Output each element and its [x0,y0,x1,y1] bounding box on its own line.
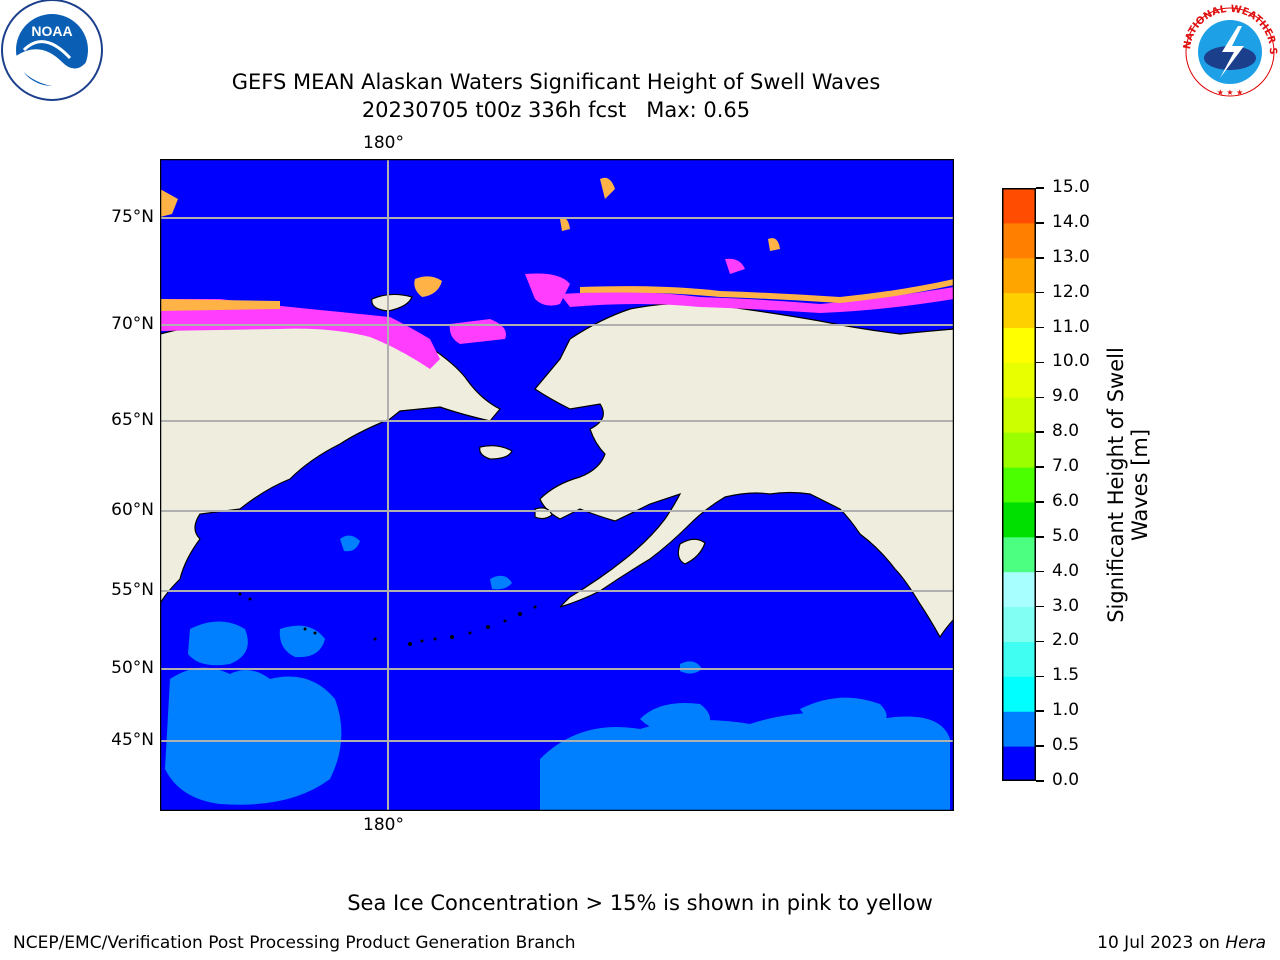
colorbar-tick-label: 15.0 [1052,177,1090,197]
colorbar-frame [1002,188,1036,781]
aleutian-islands [238,592,537,646]
colorbar-tick-label: 8.0 [1052,421,1080,442]
colorbar-tick-mark [1036,396,1044,399]
colorbar-tick-mark [1036,570,1044,573]
lat-label: 45°N [111,730,154,750]
colorbar-tick-mark [1036,536,1044,538]
colorbar-tick-label: 13.0 [1052,246,1090,267]
colorbar-segment [1002,501,1036,538]
colorbar-segment [1002,606,1036,642]
colorbar-tick-mark [1036,780,1044,782]
svg-text:★ ★ ★: ★ ★ ★ [1217,88,1244,97]
colorbar-tick-label: 4.0 [1052,560,1080,581]
colorbar-segment [1002,257,1036,294]
colorbar-segment [1002,746,1036,781]
colorbar-segment [1002,292,1036,329]
colorbar-tick-label: 7.0 [1052,456,1080,477]
noaa-logo: NOAA [1,0,103,101]
colorbar-tick-mark [1036,640,1044,643]
colorbar-tick-mark [1036,222,1044,224]
colorbar-tick-mark [1036,326,1044,329]
colorbar-tick-label: 0.5 [1052,735,1080,756]
land-alaska [534,302,954,639]
footer-host: Hera [1225,933,1266,953]
lat-label: 75°N [111,207,154,227]
land-wrangel-island [371,293,413,312]
colorbar-segment [1002,397,1036,433]
colorbar-segment [1002,222,1036,259]
colorbar-tick-mark [1036,745,1044,747]
map-subtitle: 20230705 t00z 336h fcst Max: 0.65 [361,98,751,122]
colorbar-segment [1002,188,1036,224]
colorbar-segment [1002,571,1036,608]
map-title: GEFS MEAN Alaskan Waters Significant Hei… [231,70,881,94]
colorbar-segment [1002,536,1036,573]
colorbar-tick-mark [1036,361,1044,364]
colorbar-tick-mark [1036,291,1044,294]
colorbar-tick-label: 0.0 [1052,770,1080,790]
colorbar-tick-mark [1036,710,1044,712]
lat-label: 50°N [111,658,154,678]
colorbar-segment [1002,641,1036,677]
colorbar-tick-label: 14.0 [1052,211,1090,232]
sea-ice-note: Sea Ice Concentration > 15% is shown in … [347,891,933,915]
lon-label-top: 180° [363,133,404,153]
lat-label: 60°N [111,500,154,520]
colorbar-tick-label: 3.0 [1052,595,1080,616]
lon-label-bottom: 180° [363,815,404,835]
colorbar-title-line1: Significant Height of Swell [1104,347,1128,623]
gridlines [160,159,954,811]
map-panel [160,159,954,811]
lat-label: 70°N [111,314,154,334]
colorbar-tick-label: 11.0 [1052,316,1090,337]
colorbar-tick-label: 2.0 [1052,630,1080,651]
colorbar-tick-label: 5.0 [1052,525,1080,546]
colorbar-title: Significant Height of Swell Waves [m] [1104,347,1152,623]
lat-label: 65°N [111,410,154,430]
colorbar-tick-mark [1036,605,1044,608]
colorbar-tick-label: 1.5 [1052,665,1080,686]
colorbar-tick-label: 10.0 [1052,351,1090,372]
colorbar-title-line2: Waves [m] [1128,428,1152,542]
colorbar-tick-label: 12.0 [1052,281,1090,302]
colorbar-tick-mark [1036,187,1044,189]
colorbar-tick-label: 6.0 [1052,490,1080,511]
colorbar-tick-mark [1036,431,1044,433]
colorbar-tick-mark [1036,675,1044,678]
footer-date: 10 Jul 2023 on Hera [1097,933,1266,953]
colorbar-tick-label: 1.0 [1052,700,1080,721]
colorbar [1002,188,1036,781]
colorbar-segment [1002,327,1036,363]
colorbar-segment [1002,432,1036,468]
nws-logo: NATIONAL WEATHER SERVICE ★ ★ ★ [1178,0,1278,97]
sea-ice [160,177,954,369]
lat-label: 55°N [111,580,154,600]
colorbar-tick-label: 9.0 [1052,386,1080,407]
colorbar-tick-mark [1036,501,1044,503]
colorbar-tick-mark [1036,466,1044,468]
colorbar-segment [1002,467,1036,503]
colorbar-segment [1002,711,1036,747]
colorbar-segment [1002,676,1036,712]
land-st-lawrence-island [479,445,513,460]
land-kodiak-island [677,538,706,565]
colorbar-segment [1002,362,1036,398]
footer-date-text: 10 Jul 2023 on [1097,933,1226,953]
footer-branch: NCEP/EMC/Verification Post Processing Pr… [13,933,576,953]
colorbar-tick-mark [1036,257,1044,259]
noaa-logo-text: NOAA [31,23,72,39]
swell-0-5-patches [165,535,950,811]
map-frame [160,159,954,811]
